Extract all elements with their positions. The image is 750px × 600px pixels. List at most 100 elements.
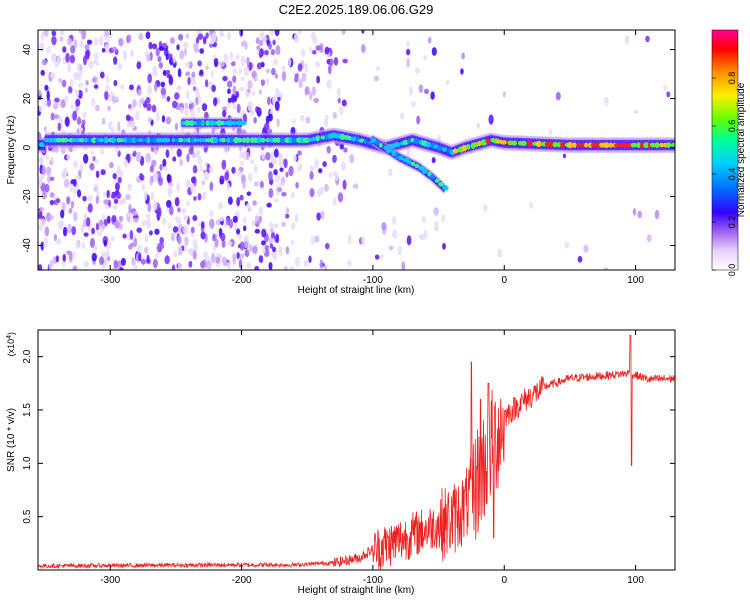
spectrogram-noise-cell — [295, 181, 299, 189]
spectrogram-noise-cell — [109, 161, 114, 169]
spectrogram-noise-cell — [261, 228, 267, 238]
spectrogram-ridge-peak — [547, 141, 555, 148]
spectrogram-noise-cell — [147, 202, 152, 213]
spectrogram-noise-cell — [259, 180, 264, 189]
spectrogram-noise-cell — [274, 30, 280, 37]
spectrogram-noise-cell — [158, 176, 164, 186]
spectrogram-noise-cell — [149, 175, 153, 186]
spectrogram-ridge-peak — [654, 142, 660, 149]
spectrogram-noise-cell — [41, 190, 47, 200]
spectrogram-noise-cell — [151, 104, 157, 113]
spectrogram-noise-cell — [264, 244, 270, 251]
spectrogram-noise-cell — [265, 152, 271, 161]
spectrogram-noise-cell — [61, 79, 67, 88]
spectrogram-ridge-peak — [39, 141, 45, 149]
spectrogram-noise-cell — [166, 199, 172, 208]
spectrogram-noise-cell — [107, 105, 112, 112]
spectrogram-noise-cell — [272, 252, 278, 261]
spectrogram-noise-cell — [69, 78, 74, 88]
spectrogram-noise-cell — [73, 160, 78, 169]
spectrogram-ridge-peak — [165, 138, 171, 143]
spectrogram-noise-cell — [332, 198, 337, 206]
spectrogram-ridge-peak — [47, 137, 54, 143]
spectrogram-noise-cell — [86, 39, 93, 45]
spectrogram-lower-branch-peak — [374, 140, 381, 145]
spectrogram-noise-cell — [128, 203, 132, 214]
spectrogram-noise-cell — [341, 99, 347, 107]
spectrogram-noise-cell — [46, 46, 51, 54]
spectrogram-noise-cell — [269, 30, 275, 36]
spectrogram-noise-cell — [244, 249, 250, 258]
spectrogram-noise-cell — [38, 177, 43, 188]
spectrogram-noise-cell — [38, 156, 44, 165]
spectrogram-noise-cell — [209, 218, 215, 229]
spectrogram-noise-cell — [301, 48, 306, 58]
spectrogram-y-tick-label: 40 — [22, 44, 33, 56]
spectrogram-noise-cell — [421, 215, 426, 224]
spectrogram-noise-cell — [247, 101, 253, 112]
snr-y-tick-label: 1.5 — [22, 403, 33, 417]
spectrogram-noise-cell — [93, 37, 99, 46]
spectrogram-noise-cell — [461, 52, 465, 60]
spectrogram-noise-cell — [103, 239, 108, 247]
spectrogram-noise-cell — [232, 101, 236, 110]
spectrogram-noise-cell — [95, 61, 100, 66]
spectrogram-noise-cell — [269, 221, 273, 228]
spectrogram-noise-cell — [155, 252, 159, 260]
spectrogram-noise-cell — [127, 104, 132, 109]
spectrogram-noise-cell — [89, 162, 95, 171]
spectrogram-noise-cell — [176, 182, 181, 192]
spectrogram-noise-cell — [177, 207, 181, 213]
spectrogram-noise-cell — [152, 171, 159, 182]
spectrogram-noise-cell — [50, 72, 56, 80]
spectrogram-x-axis-label: Height of straight line (km) — [298, 285, 415, 296]
spectrogram-noise-cell — [205, 32, 209, 39]
spectrogram-noise-cell — [66, 37, 73, 46]
spectrogram-noise-cell — [232, 252, 236, 261]
spectrogram-noise-cell — [240, 40, 246, 47]
spectrogram-noise-cell — [111, 95, 116, 104]
spectrogram-noise-cell — [176, 217, 182, 226]
spectrogram-noise-cell — [238, 253, 245, 260]
spectrogram-ridge-peak — [406, 138, 412, 144]
spectrogram-noise-cell — [215, 219, 221, 226]
spectrogram-ridge-peak — [636, 142, 641, 149]
spectrogram-noise-cell — [323, 264, 328, 270]
spectrogram-noise-cell — [110, 127, 115, 133]
spectrogram-lower-branch-peak — [406, 159, 412, 165]
spectrogram-noise-cell — [268, 170, 273, 181]
spectrogram-noise-cell — [154, 82, 158, 92]
spectrogram-noise-cell — [91, 252, 97, 262]
spectrogram-noise-cell — [132, 99, 137, 108]
spectrogram-noise-cell — [134, 110, 140, 121]
spectrogram-noise-cell — [227, 196, 233, 205]
spectrogram-noise-cell — [85, 80, 89, 86]
spectrogram-noise-cell — [60, 99, 66, 109]
spectrogram-noise-cell — [95, 170, 100, 179]
spectrogram-noise-cell — [245, 151, 250, 161]
spectrogram-noise-cell — [442, 242, 446, 250]
spectrogram-noise-cell — [219, 175, 225, 185]
spectrogram-noise-cell — [227, 102, 231, 108]
spectrogram-noise-cell — [239, 86, 245, 92]
spectrogram-noise-cell — [57, 122, 61, 132]
spectrogram-noise-cell — [113, 79, 118, 87]
spectrogram-ridge-peak — [465, 143, 471, 150]
spectrogram-noise-cell — [254, 228, 261, 234]
spectrogram-noise-cell — [152, 65, 158, 74]
spectrogram-noise-cell — [222, 106, 228, 112]
spectrogram-upper-band-peak — [188, 120, 195, 126]
spectrogram-noise-cell — [140, 97, 145, 105]
spectrogram-noise-cell — [54, 114, 60, 120]
spectrogram-noise-cell — [63, 95, 69, 102]
spectrogram-noise-cell — [265, 68, 271, 74]
spectrogram-noise-cell — [242, 216, 247, 224]
spectrogram-noise-cell — [212, 233, 216, 242]
spectrogram-noise-cell — [54, 97, 60, 103]
spectrogram-noise-cell — [339, 106, 344, 116]
spectrogram-noise-cell — [110, 191, 117, 199]
spectrogram-noise-cell — [258, 255, 264, 263]
spectrogram-noise-cell — [213, 57, 219, 68]
spectrogram-noise-cell — [300, 114, 305, 122]
